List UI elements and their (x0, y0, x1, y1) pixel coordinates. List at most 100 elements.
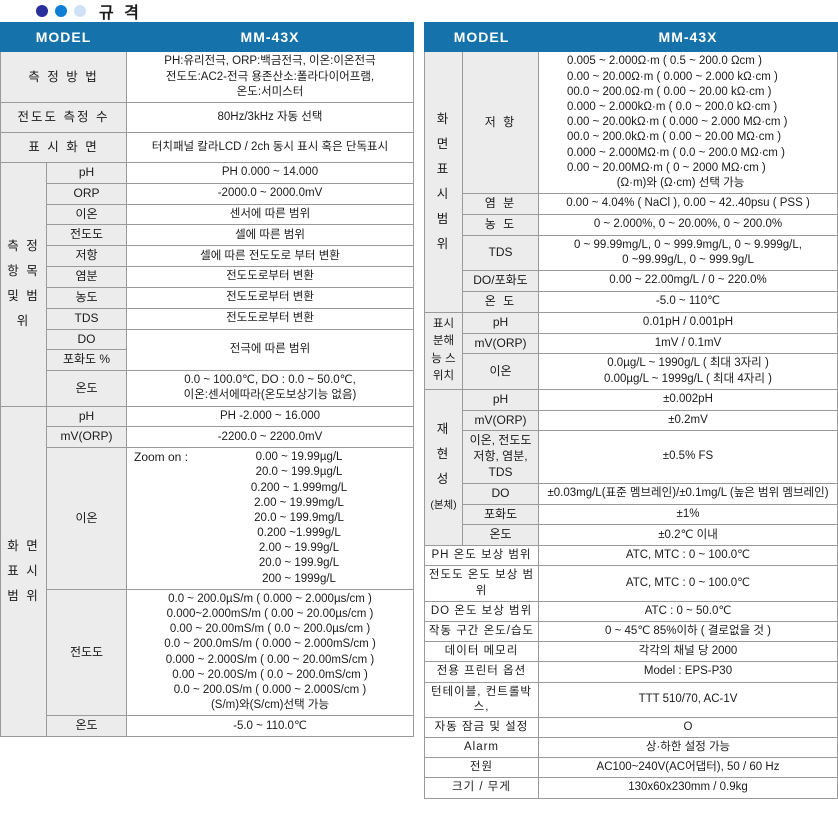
sub-label-resistance: 저 항 (462, 51, 539, 195)
sub-label: 포화도 (462, 503, 539, 526)
value-line: (S/m)와(S/cm)선택 가능 (210, 699, 330, 712)
sub-label: pH (46, 161, 127, 184)
sub-label: pH (46, 405, 127, 428)
sub-label: mV(ORP) (462, 409, 539, 432)
value-line: 0.000~2.000mS/m ( 0.00 ~ 20.00µs/cm ) (166, 607, 374, 620)
row-value: 전극에 따른 범위 (126, 328, 414, 372)
value-line: 2.00 ~ 19.99g/L (258, 542, 340, 555)
table-row: 농 도 0 ~ 2.000%, 0 ~ 20.00%, 0 ~ 200.0% (425, 213, 838, 236)
sub-label: 온 도 (462, 290, 539, 313)
row-value: ±0.2mV (538, 409, 838, 432)
group-label-char: 범 (26, 289, 40, 304)
table-row: mV(ORP) -2200.0 ~ 2200.0mV (1, 426, 414, 449)
left-header-value: MM-43X (126, 21, 414, 53)
sub-label: pH (462, 388, 539, 411)
group-label-char: 범 (7, 588, 21, 603)
table-row: DO 전극에 따른 범위 (1, 328, 414, 372)
right-spec-table: MODEL MM-43X 화 면 표 시 범 위 저 항 0.005 ~ 2.0… (424, 21, 838, 799)
group-label-line: 분해능 (431, 335, 455, 365)
group-label-char: 위 (26, 588, 40, 603)
group-label-display-range: 화 면 표 시 범 위 (0, 405, 47, 738)
group-label-char: 시 (26, 563, 40, 578)
sub-label: TDS (462, 234, 539, 272)
value-line: 20.0 ~ 199.9mg/L (254, 511, 344, 524)
sub-label-line: 저항, 염분, (473, 449, 528, 464)
table-row: 표 시 화 면 터치패널 칼라LCD / 2ch 동시 표시 혹은 단독표시 (0, 131, 414, 163)
left-spec-table: MODEL MM-43X 측 정 방 법 PH:유리전극, ORP:백금전극, … (0, 21, 414, 738)
row-value: 1mV / 0.1mV (538, 332, 838, 355)
sub-label: 온도 (462, 524, 539, 547)
value-line: 이온:센서에따라(온도보상기능 없음) (183, 389, 357, 402)
table-row: TDS 전도도로부터 변환 (1, 307, 414, 330)
value-line: (Ω·m)와 (Ω·cm) 선택 가능 (616, 176, 745, 189)
row-label: 크기 / 무게 (424, 777, 539, 799)
table-row: 재 현 성 (본체) pH ±0.002pH (424, 388, 838, 547)
value-line: 200 ~ 1999g/L (262, 572, 336, 585)
value-line: 0.000 ~ 2.000MΩ·m ( 0.0 ~ 200.0 MΩ·cm ) (567, 146, 785, 159)
sub-label-line: TDS (488, 464, 513, 479)
table-header-row: MODEL MM-43X (424, 21, 838, 53)
value-line: 0.00 ~ 20.00MΩ·m ( 0 ~ 2000 MΩ·cm ) (567, 161, 766, 174)
sub-label: 염 분 (462, 193, 539, 215)
zoom-on-label: Zoom on : (134, 450, 189, 465)
row-value: 각각의 채널 당 2000 (538, 641, 838, 663)
bullet-dot-blue-icon (55, 5, 67, 17)
value-line: 0.200 ~1.999g/L (257, 527, 341, 540)
row-value: 터치패널 칼라LCD / 2ch 동시 표시 혹은 단독표시 (126, 131, 414, 163)
sub-label: mV(ORP) (46, 426, 127, 449)
table-row: 측 정 방 법 PH:유리전극, ORP:백금전극, 이온:이온전극 전도도:A… (0, 51, 414, 103)
group-label-resolution-switch: 표시 분해능 스위치 (424, 311, 463, 390)
row-value: ±1% (538, 503, 838, 526)
value-line: 0.00 ~ 20.00Ω·m ( 0.000 ~ 2.000 kΩ·cm ) (567, 70, 778, 83)
row-value: 0 ~ 45℃ 85%이하 ( 결로없을 것 ) (538, 620, 838, 643)
value-line: 0.000 ~ 2.000S/m ( 0.00 ~ 20.00mS/cm ) (165, 653, 375, 666)
sub-label: 농 도 (462, 213, 539, 236)
sub-label: 온도 (46, 370, 127, 407)
table-row: 온도 ±0.2℃ 이내 (425, 524, 838, 547)
row-value: 0.00 ~ 4.04% ( NaCl ), 0.00 ~ 42..40psu … (538, 193, 838, 215)
sub-label: ORP (46, 182, 127, 205)
value-line: 0.005 ~ 2.000Ω·m ( 0.5 ~ 200.0 Ωcm ) (567, 55, 762, 68)
table-row: 포화도 % (1, 349, 414, 372)
sub-label-line: 이온, 전도도 (469, 433, 532, 448)
row-value: -5.0 ~ 110℃ (538, 290, 838, 313)
row-label: Alarm (424, 737, 539, 759)
value-line: 0.00 ~ 20.00mS/m ( 0.0 ~ 200.0µs/cm ) (169, 623, 371, 636)
row-value: 0.01pH / 0.001pH (538, 311, 838, 334)
bullet-dot-dark-icon (36, 5, 48, 17)
group-label-char: 현 (436, 447, 451, 462)
group-label-char: 목 (26, 264, 40, 279)
value-line: 20.0 ~ 199.9g/L (258, 557, 340, 570)
value-line: 0 ~99.99g/L, 0 ~ 999.9g/L (622, 253, 754, 266)
table-row: mV(ORP) ±0.2mV (425, 409, 838, 432)
value-line: 온도:서미스터 (236, 85, 304, 98)
row-value: 전도도로부터 변환 (126, 266, 414, 288)
table-row: 이온 0.0µg/L ~ 1990g/L ( 최대 3자리 ) 0.00µg/L… (425, 353, 838, 390)
row-label: 데이터 메모리 (424, 641, 539, 663)
group-label-char: 표 (7, 563, 21, 578)
value-line: 0.00 ~ 19.99µg/L (255, 451, 343, 464)
group-label-char: 위 (436, 237, 451, 252)
table-row: 이온 센서에 따른 범위 (1, 203, 414, 226)
row-value: AC100~240V(AC어댑터), 50 / 60 Hz (538, 757, 838, 779)
value-line: 00.0 ~ 200.0kΩ·m ( 0.00 ~ 20.00 MΩ·cm ) (567, 131, 782, 144)
group-label-char: 재 (436, 422, 451, 437)
row-label: 전도도 측정 수 (0, 101, 127, 133)
group-label-char: 항 (7, 264, 21, 279)
value-line: 0.0 ~ 200.0µS/m ( 0.000 ~ 2.000µs/cm ) (168, 592, 372, 605)
row-value: PH -2.000 ~ 16.000 (126, 405, 414, 428)
right-header-model: MODEL (424, 21, 539, 53)
table-row: PH 온도 보상 범위 ATC, MTC : 0 ~ 100.0℃ (424, 545, 838, 567)
group-label-char: 화 (436, 112, 451, 127)
row-value: ATC : 0 ~ 50.0℃ (538, 600, 838, 622)
ion-range-list: 0.00 ~ 19.99µg/L 20.0 ~ 199.9µg/L 0.200 … (251, 450, 347, 587)
row-value: ±0.2℃ 이내 (538, 524, 838, 547)
group-label-char: 범 (436, 212, 451, 227)
row-value: Model : EPS-P30 (538, 661, 838, 683)
row-value: PH 0.000 ~ 14.000 (126, 161, 414, 184)
row-value: ±0.03mg/L(표준 멤브레인)/±0.1mg/L (높은 범위 멤브레인) (538, 482, 838, 505)
row-label: 자동 잠금 및 설정 (424, 716, 539, 739)
table-row: 측 정 항 목 및 범 위 pH PH 0.000 ~ 14.000 (0, 161, 414, 407)
table-row: 온 도 -5.0 ~ 110℃ (425, 290, 838, 313)
